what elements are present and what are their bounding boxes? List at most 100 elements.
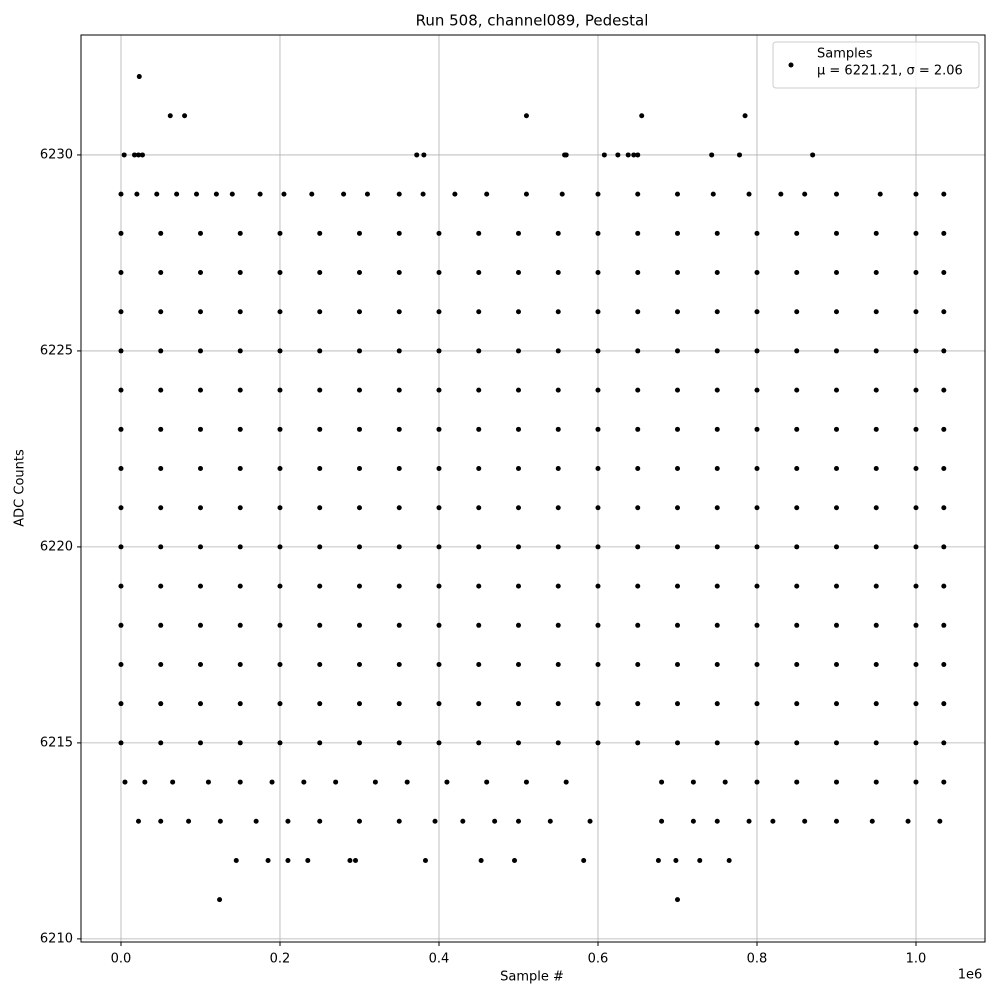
data-point xyxy=(794,544,800,550)
data-point xyxy=(555,270,561,276)
data-point xyxy=(277,270,283,276)
data-point xyxy=(515,583,521,589)
data-point xyxy=(742,113,748,119)
data-point xyxy=(396,348,402,354)
data-point xyxy=(659,818,665,824)
data-point xyxy=(673,857,679,863)
data-point xyxy=(436,505,442,511)
data-point xyxy=(237,740,243,746)
data-point xyxy=(833,348,839,354)
data-point xyxy=(833,191,839,197)
data-point xyxy=(277,230,283,236)
data-point xyxy=(595,466,601,472)
data-point xyxy=(356,348,362,354)
data-point xyxy=(197,426,203,432)
data-point xyxy=(833,779,839,785)
data-point xyxy=(158,740,164,746)
data-point xyxy=(635,348,641,354)
data-point xyxy=(436,348,442,354)
data-point xyxy=(476,348,482,354)
data-point xyxy=(941,309,947,315)
data-point xyxy=(436,387,442,393)
data-point xyxy=(237,544,243,550)
data-point xyxy=(436,466,442,472)
data-point xyxy=(515,309,521,315)
data-point xyxy=(317,701,323,707)
data-point xyxy=(754,426,760,432)
data-point xyxy=(595,270,601,276)
data-point xyxy=(396,505,402,511)
data-point xyxy=(139,152,145,158)
data-point xyxy=(674,897,680,903)
data-point xyxy=(555,309,561,315)
data-point xyxy=(217,897,223,903)
data-point xyxy=(132,152,138,158)
data-point xyxy=(118,622,124,628)
x-tick-label: 0.4 xyxy=(429,952,450,967)
data-point xyxy=(833,583,839,589)
data-point xyxy=(414,152,420,158)
data-point xyxy=(941,779,947,785)
data-point xyxy=(523,113,529,119)
data-point xyxy=(833,544,839,550)
data-point xyxy=(714,622,720,628)
data-point xyxy=(873,505,879,511)
data-point xyxy=(794,348,800,354)
data-point xyxy=(794,387,800,393)
data-point xyxy=(746,191,752,197)
data-point xyxy=(595,348,601,354)
data-point xyxy=(714,270,720,276)
data-point xyxy=(913,661,919,667)
data-point xyxy=(237,583,243,589)
data-point xyxy=(941,387,947,393)
data-point xyxy=(356,270,362,276)
data-point xyxy=(635,191,641,197)
data-point xyxy=(396,466,402,472)
data-point xyxy=(690,818,696,824)
data-point xyxy=(269,779,275,785)
data-point xyxy=(754,230,760,236)
data-point xyxy=(595,544,601,550)
data-point xyxy=(158,583,164,589)
data-point xyxy=(492,818,498,824)
data-point xyxy=(452,191,458,197)
data-point xyxy=(833,270,839,276)
data-point xyxy=(356,230,362,236)
y-tick-label: 6230 xyxy=(40,147,73,162)
data-point xyxy=(136,74,142,80)
data-point xyxy=(941,505,947,511)
data-point xyxy=(873,309,879,315)
data-point xyxy=(674,348,680,354)
data-point xyxy=(674,505,680,511)
data-point xyxy=(754,466,760,472)
data-point xyxy=(436,426,442,432)
data-point xyxy=(941,230,947,236)
data-point xyxy=(941,466,947,472)
data-point xyxy=(833,309,839,315)
data-point xyxy=(317,544,323,550)
data-point xyxy=(913,740,919,746)
data-point xyxy=(158,466,164,472)
data-point xyxy=(484,779,490,785)
data-point xyxy=(869,818,875,824)
data-point xyxy=(420,191,426,197)
legend-note: μ = 6221.21, σ = 2.06 xyxy=(817,64,963,79)
data-point xyxy=(317,818,323,824)
data-point xyxy=(635,309,641,315)
data-point xyxy=(478,857,484,863)
data-point xyxy=(476,661,482,667)
data-point xyxy=(595,505,601,511)
data-point xyxy=(833,622,839,628)
data-point xyxy=(563,152,569,158)
data-point xyxy=(396,387,402,393)
data-point xyxy=(158,348,164,354)
data-point xyxy=(515,348,521,354)
data-point xyxy=(356,309,362,315)
data-point xyxy=(659,779,665,785)
data-point xyxy=(277,387,283,393)
data-point xyxy=(754,779,760,785)
data-point xyxy=(754,387,760,393)
data-point xyxy=(135,818,141,824)
data-point xyxy=(436,583,442,589)
